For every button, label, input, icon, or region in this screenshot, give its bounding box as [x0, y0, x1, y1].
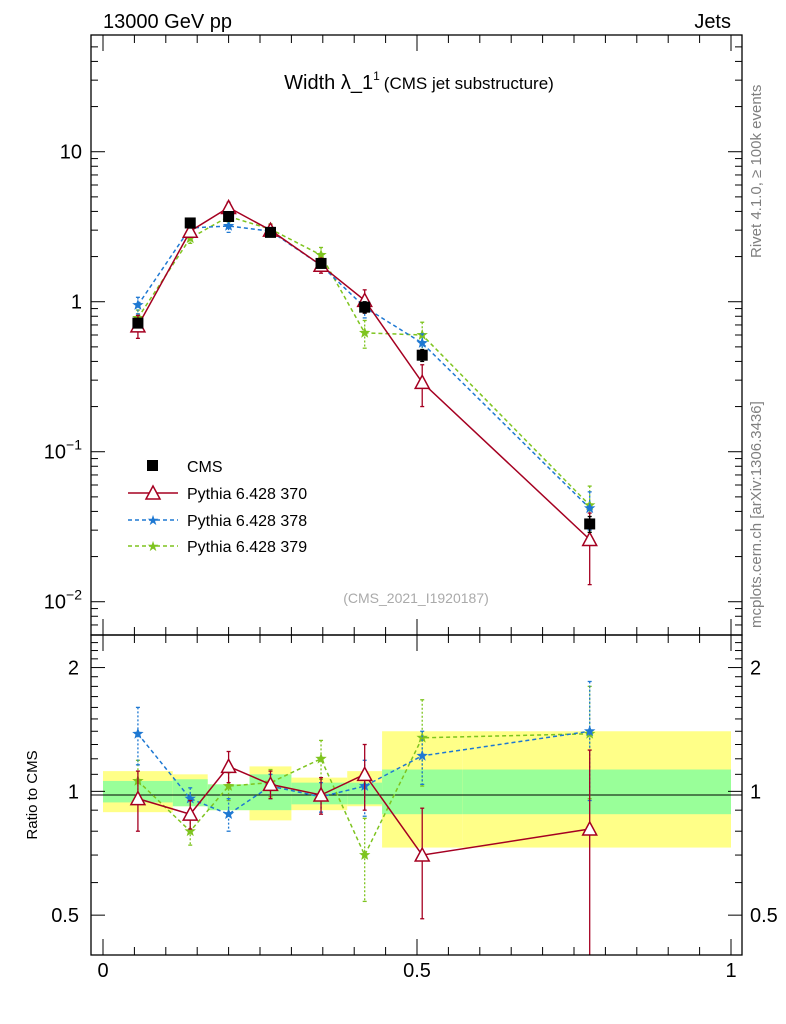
x-tick-label: 1 [725, 960, 736, 982]
main-data [129, 198, 598, 586]
main-y-tick-label: 10 [60, 142, 82, 164]
ratio-point-370 [181, 805, 199, 821]
ratio-point-378 [584, 725, 596, 737]
ratio-line-379 [137, 733, 590, 857]
main-point-379 [315, 249, 327, 260]
ratio-point-379 [359, 849, 371, 860]
axes: 10 1 10−1 10−2 2 2 1 1 0.5 0.5 0 0.5 1 [44, 34, 778, 982]
analysis-watermark: (CMS_2021_I1920187) [343, 590, 489, 606]
ratio-bands [103, 731, 731, 848]
ratio-point-370 [262, 775, 279, 792]
ratio-point-370 [129, 790, 147, 806]
ratio-data [129, 680, 598, 955]
header-left: 13000 GeV pp [103, 11, 232, 33]
main-point-cms [315, 257, 327, 269]
plot-title: Width λ_11 (CMS jet substructure) [284, 69, 554, 94]
legend-label-378: Pythia 6.428 378 [187, 513, 307, 530]
x-tick-label: 0.5 [403, 960, 431, 982]
main-point-cms [264, 226, 276, 238]
main-point-cms [184, 217, 196, 229]
ratio-point-370 [220, 757, 237, 774]
title-main: Width λ_1 [284, 72, 373, 94]
ratio-point-370 [413, 846, 431, 862]
title-superscript: 1 [373, 69, 380, 83]
ratio-y-tick-label-right: 2 [750, 658, 761, 680]
ratio-point-378 [132, 727, 144, 739]
main-point-cms [223, 210, 235, 222]
main-point-378 [222, 220, 235, 231]
main-point-370 [581, 530, 598, 547]
ratio-y-tick-label-right: 0.5 [750, 905, 778, 927]
legend-marker-cms [147, 460, 158, 471]
legend-marker-378: ★ [147, 513, 160, 529]
ratio-y-tick-label-left: 2 [68, 658, 79, 680]
ratio-point-370 [312, 786, 330, 802]
mcplots-label: mcplots.cern.ch [arXiv:1306.3436] [748, 401, 765, 628]
header-right: Jets [694, 11, 731, 33]
main-y-tick-label: 1 [71, 292, 82, 314]
ratio-point-379 [315, 752, 327, 764]
legend-label-370: Pythia 6.428 370 [187, 486, 307, 503]
ratio-point-379 [222, 780, 235, 791]
ratio-point-370 [356, 765, 373, 782]
rivet-label: Rivet 4.1.0, ≥ 100k events [748, 85, 765, 258]
main-line-379 [137, 215, 591, 506]
ratio-point-370 [581, 820, 598, 836]
ratio-line-370 [137, 765, 590, 856]
legend-label-cms: CMS [187, 459, 223, 476]
ratio-point-379 [184, 825, 196, 837]
ratio-y-tick-label-right: 1 [750, 781, 761, 803]
main-point-cms [132, 317, 144, 329]
ratio-line-378 [137, 730, 590, 816]
main-point-378 [416, 337, 428, 348]
ratio-y-tick-label-left: 0.5 [51, 905, 79, 927]
x-tick-label: 0 [97, 960, 108, 982]
ratio-y-tick-label-left: 1 [68, 781, 79, 803]
main-point-378 [132, 299, 144, 310]
main-line-370 [137, 206, 591, 541]
main-point-370 [413, 373, 431, 390]
ratio-ylabel: Ratio to CMS [24, 750, 41, 839]
main-point-370 [181, 222, 199, 238]
main-y-tick-label: 10−1 [44, 437, 82, 464]
legend-marker-370 [144, 484, 162, 500]
ratio-point-378 [184, 792, 196, 804]
legend-label-379: Pythia 6.428 379 [187, 539, 307, 556]
main-point-379 [359, 326, 371, 338]
ratio-point-378 [222, 808, 235, 819]
ratio-point-378 [416, 749, 428, 761]
title-subtitle: (CMS jet substructure) [384, 74, 554, 93]
main-point-cms [359, 301, 371, 313]
main-y-tick-label: 10−2 [44, 587, 82, 614]
legend-marker-379: ★ [147, 539, 160, 555]
main-point-378 [584, 502, 596, 514]
ratio-band-green [462, 769, 731, 815]
legend: CMS Pythia 6.428 370 ★ Pythia 6.428 378 … [128, 459, 307, 556]
main-point-cms [584, 518, 596, 530]
main-point-cms [416, 349, 428, 361]
